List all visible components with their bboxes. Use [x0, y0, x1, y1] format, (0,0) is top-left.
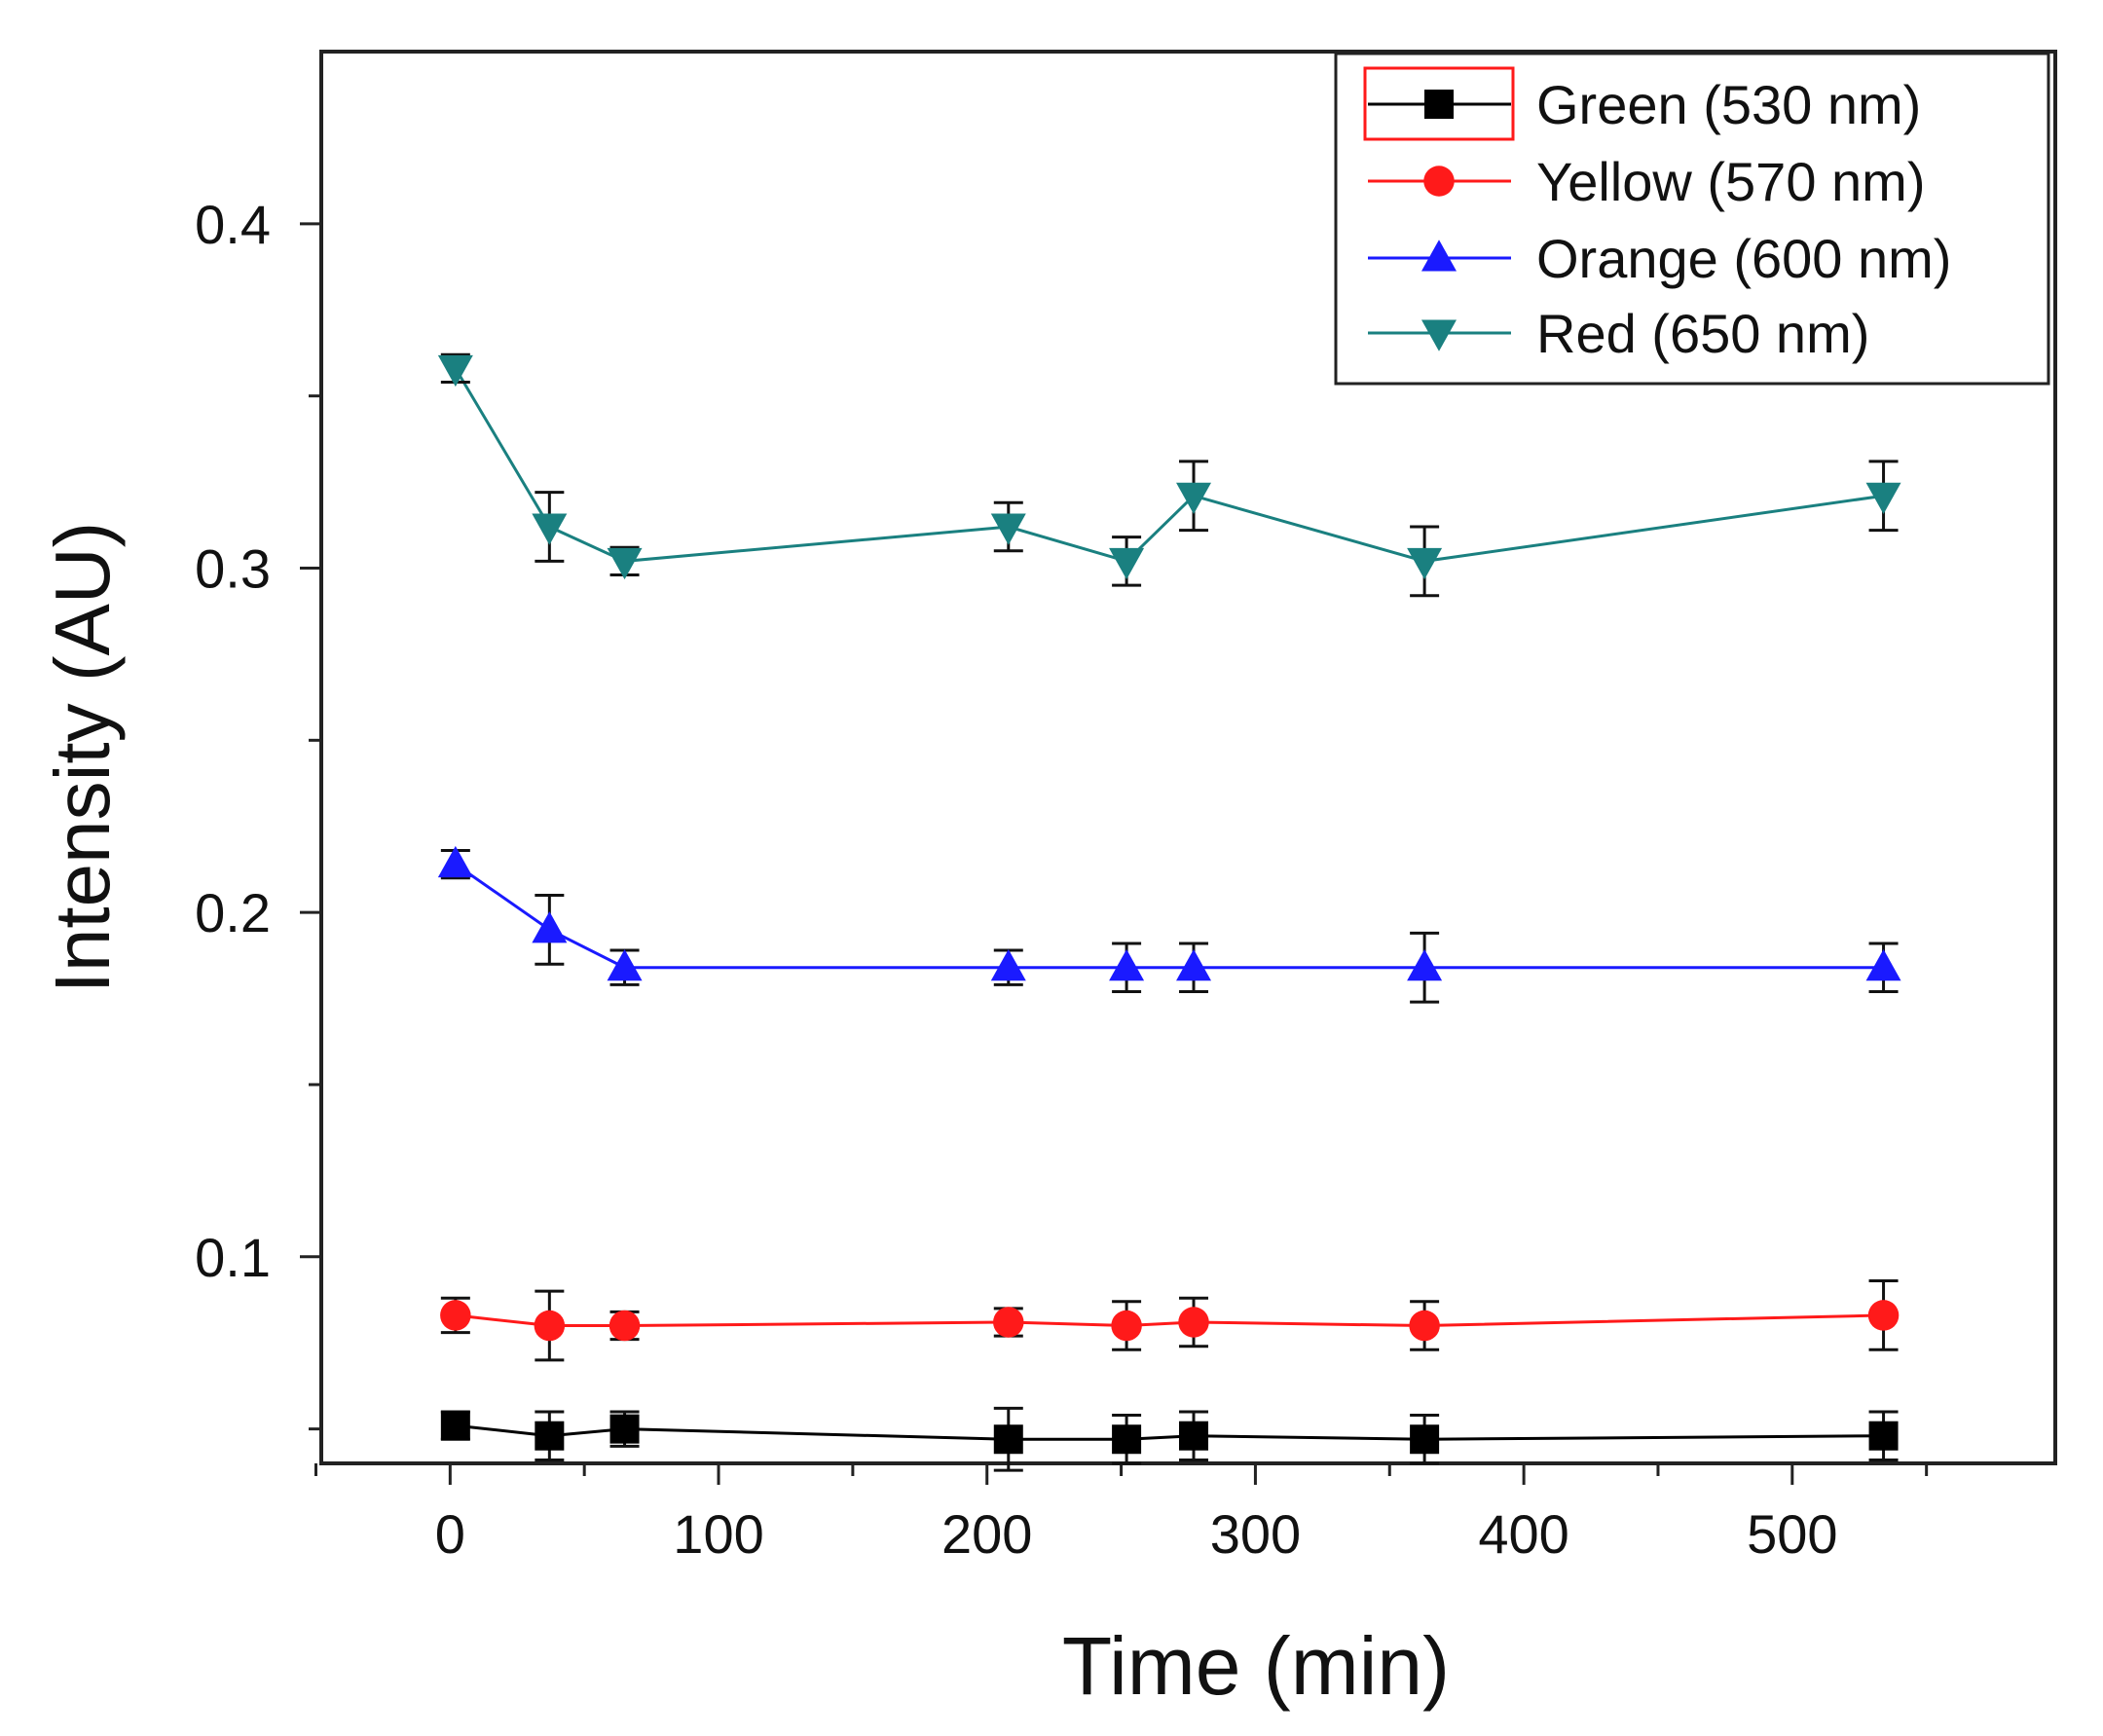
- data-point: [1865, 948, 1901, 981]
- axis-ticks: 0 100 200 300 400 500 0.1 0.2 0.3 0.4: [195, 194, 1929, 1565]
- y-tick-label: 0.3: [195, 537, 271, 599]
- data-point: [1409, 1310, 1440, 1342]
- legend-marker: [1421, 319, 1457, 351]
- x-tick-label: 400: [1478, 1503, 1568, 1565]
- legend-marker: [1423, 166, 1455, 197]
- data-point: [1178, 1307, 1209, 1338]
- data-point: [1865, 482, 1901, 514]
- legend-item: Red (650 nm): [1368, 303, 1869, 364]
- plot-frame: [319, 50, 2057, 1465]
- legend-label: Yellow (570 nm): [1536, 151, 1925, 212]
- data-point: [1109, 547, 1145, 580]
- legend-item: Green (530 nm): [1368, 74, 1921, 135]
- data-point: [1407, 547, 1443, 580]
- y-tick-label: 0.2: [195, 882, 271, 943]
- data-point: [1868, 1421, 1899, 1451]
- series-line: [454, 367, 1884, 564]
- data-point: [1179, 1421, 1209, 1451]
- data-point: [1112, 1424, 1142, 1455]
- data-point: [1111, 1310, 1142, 1342]
- data-point: [607, 547, 643, 580]
- x-axis-title: Time (min): [1062, 1620, 1450, 1712]
- data-point: [1109, 948, 1145, 981]
- legend-label: Red (650 nm): [1536, 303, 1869, 364]
- data-point: [534, 1310, 566, 1342]
- x-tick-label: 100: [673, 1503, 763, 1565]
- data-point: [1176, 948, 1212, 981]
- x-tick-label: 500: [1747, 1503, 1837, 1565]
- data-point: [440, 1411, 470, 1441]
- data-point: [607, 948, 643, 981]
- y-tick-label: 0.1: [195, 1227, 271, 1288]
- series-line: [455, 1313, 1884, 1328]
- data-point: [532, 911, 568, 943]
- legend: Green (530 nm) Yellow (570 nm) Orange (600…: [1334, 52, 2050, 386]
- x-tick-label: 200: [941, 1503, 1032, 1565]
- data-point: [440, 1300, 471, 1331]
- legend-item: Orange (600 nm): [1368, 228, 1951, 289]
- data-point: [535, 1421, 565, 1451]
- data-point: [1867, 1300, 1900, 1331]
- legend-highlight: [1363, 66, 1515, 141]
- data-point: [993, 1424, 1023, 1455]
- data-point: [990, 948, 1026, 981]
- y-tick-label: 0.4: [195, 194, 271, 255]
- data-point: [437, 845, 473, 878]
- data-point: [437, 354, 473, 388]
- series-layer: [437, 352, 1901, 1472]
- x-tick-label: 0: [435, 1503, 465, 1565]
- legend-box: [1334, 52, 2050, 386]
- legend-marker: [1424, 90, 1454, 119]
- data-point: [609, 1310, 641, 1342]
- x-tick-label: 300: [1210, 1503, 1301, 1565]
- data-point: [532, 513, 568, 545]
- series-2: [437, 845, 1901, 1004]
- data-point: [993, 1307, 1024, 1338]
- series-3: [437, 352, 1901, 598]
- data-point: [609, 1414, 640, 1444]
- series-0: [440, 1406, 1899, 1472]
- series-line: [455, 1423, 1884, 1441]
- series-1: [440, 1279, 1900, 1362]
- y-axis-title: Intensity (AU): [39, 522, 126, 994]
- legend-label: Orange (600 nm): [1536, 228, 1951, 289]
- legend-marker: [1421, 240, 1457, 272]
- data-point: [1176, 482, 1212, 514]
- legend-label: Green (530 nm): [1536, 74, 1921, 135]
- legend-item: Yellow (570 nm): [1368, 151, 1925, 212]
- data-point: [1407, 948, 1443, 981]
- series-line: [454, 863, 1884, 970]
- data-point: [990, 513, 1026, 545]
- data-point: [1410, 1424, 1440, 1455]
